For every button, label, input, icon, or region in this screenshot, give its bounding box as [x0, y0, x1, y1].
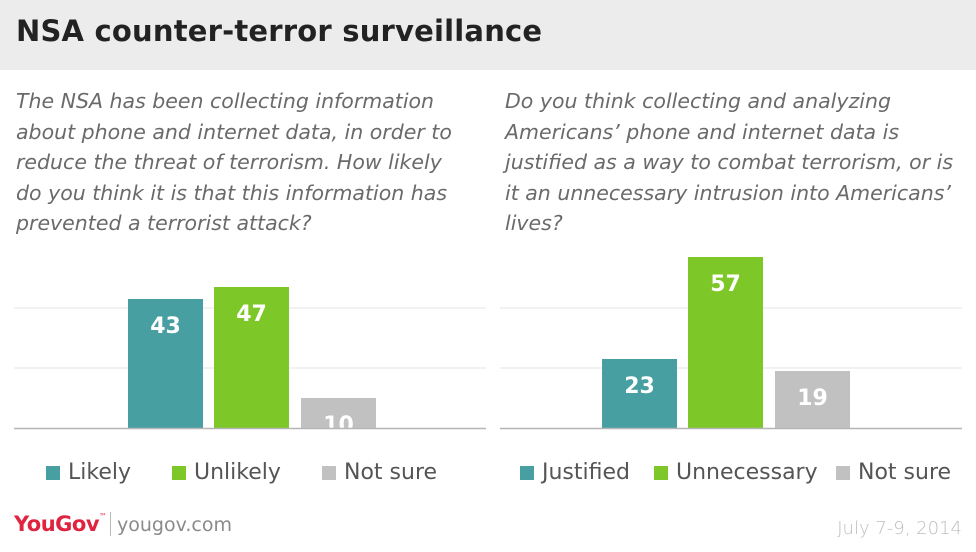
question-left: The NSA has been collecting information … — [16, 89, 452, 235]
legend-label-likely: Likely — [68, 460, 131, 485]
legend-label-not-sure-right: Not sure — [858, 460, 952, 485]
legend-swatch-not-sure-left — [322, 466, 336, 480]
bar-justified-right — [602, 359, 677, 428]
survey-date: July 7-9, 2014 — [837, 518, 962, 539]
yougov-logo: YouGov™ — [14, 512, 107, 536]
bar-unlikely-left — [214, 287, 289, 428]
legend-swatch-unlikely — [172, 466, 186, 480]
legend-swatch-justified — [520, 466, 534, 480]
data-label-unlikely-left: 47 — [236, 302, 267, 327]
legend-label-unnecessary: Unnecessary — [676, 460, 818, 485]
bar-chart: 43 47 10 23 57 19 — [14, 257, 962, 438]
data-label-unnecessary-right: 57 — [710, 272, 741, 297]
data-label-not-sure-left: 10 — [323, 413, 354, 438]
footer-divider — [110, 512, 111, 536]
legend-label-unlikely: Unlikely — [194, 460, 281, 485]
question-right: Do you think collecting and analyzing Am… — [505, 89, 954, 235]
data-label-not-sure-right: 19 — [797, 386, 828, 411]
bar-unnecessary-right — [688, 257, 763, 428]
legend-swatch-not-sure-right — [836, 466, 850, 480]
legend-swatch-likely — [46, 466, 60, 480]
bar-not-sure-right — [775, 371, 850, 428]
header-bar: NSA counter-terror surveillance — [0, 0, 976, 70]
data-label-likely-left: 43 — [150, 314, 181, 339]
footer-site: yougov.com — [117, 514, 232, 536]
legend-label-justified: Justified — [542, 460, 630, 485]
chart-title: NSA counter-terror surveillance — [16, 14, 543, 48]
bar-not-sure-left — [301, 398, 376, 428]
legend-label-not-sure-left: Not sure — [344, 460, 438, 485]
yougov-logo-text: YouGov — [14, 512, 100, 536]
data-label-justified-right: 23 — [624, 374, 655, 399]
legend-swatch-unnecessary — [654, 466, 668, 480]
bar-likely-left — [128, 299, 203, 428]
